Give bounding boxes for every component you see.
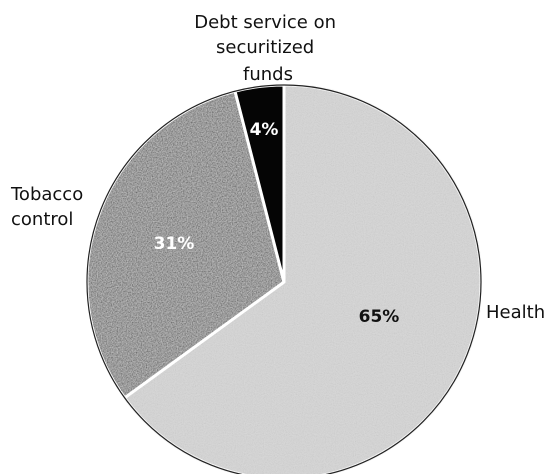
tobacco-label-line-1: Tobacco bbox=[10, 184, 83, 205]
health-label: Health bbox=[486, 302, 545, 323]
tobacco-percent: 31% bbox=[154, 234, 195, 254]
debt-percent: 4% bbox=[250, 120, 279, 140]
pie-labels: Debt service on securitized funds Tobacc… bbox=[10, 12, 545, 327]
tobacco-label-line-2: control bbox=[11, 209, 73, 230]
debt-label: Debt service on securitized funds bbox=[194, 12, 342, 85]
debt-label-line-1: Debt service on bbox=[194, 12, 336, 33]
pie-slices bbox=[85, 83, 483, 474]
health-percent: 65% bbox=[359, 307, 400, 327]
pie-outline bbox=[86, 84, 482, 474]
debt-label-line-2: securitized bbox=[216, 37, 314, 58]
tobacco-label: Tobacco control bbox=[10, 184, 89, 230]
debt-label-line-3: funds bbox=[243, 64, 293, 85]
